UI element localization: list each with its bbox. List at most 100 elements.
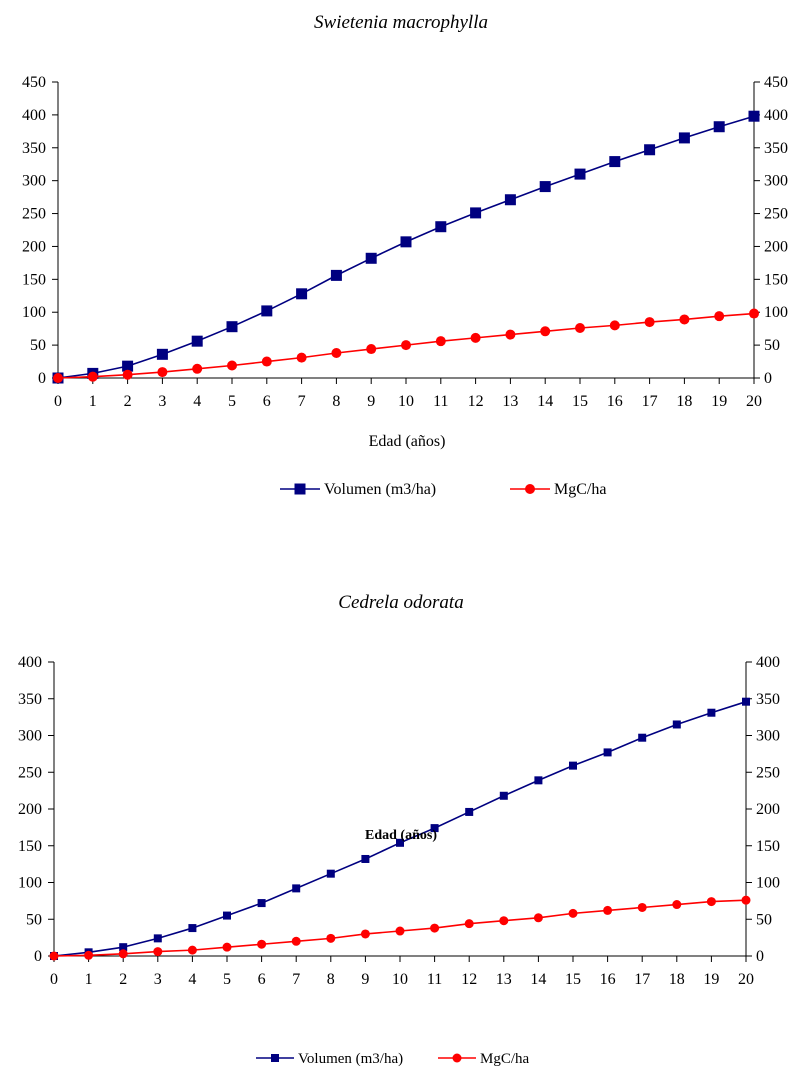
x-tick-label: 16: [607, 393, 623, 410]
data-point-mgc: [157, 367, 168, 378]
x-tick-label: 7: [298, 393, 306, 410]
y-tick-label: 450: [22, 74, 46, 91]
y-tick-label: 0: [38, 370, 46, 387]
data-point-mgc: [575, 323, 585, 334]
x-tick-label: 13: [502, 393, 518, 410]
chart-title: Swietenia macrophylla: [314, 12, 488, 33]
x-tick-label: 3: [158, 393, 166, 410]
data-point-volumen: [156, 348, 168, 360]
data-point-volumen: [707, 708, 716, 717]
data-point-volumen: [119, 943, 128, 952]
chart-plot-area: 0501001502002503003504000501001502002503…: [18, 654, 780, 988]
x-tick-label: 11: [427, 971, 442, 988]
data-point-volumen: [470, 207, 482, 219]
data-point-mgc: [257, 939, 267, 949]
y2-tick-label: 250: [756, 764, 780, 781]
data-point-volumen: [223, 911, 231, 920]
data-point-volumen: [122, 360, 134, 372]
data-point-volumen: [748, 110, 760, 122]
legend-label: MgC/ha: [554, 481, 606, 498]
data-point-mgc: [637, 902, 647, 912]
x-tick-label: 4: [188, 971, 196, 988]
data-point-volumen: [499, 791, 508, 800]
data-point-mgc: [395, 926, 405, 936]
data-point-mgc: [326, 933, 336, 943]
data-point-volumen: [504, 194, 516, 206]
legend-marker-circle: [452, 1053, 462, 1063]
data-point-mgc: [153, 947, 163, 957]
y2-tick-label: 100: [756, 875, 780, 892]
x-tick-label: 19: [711, 393, 727, 410]
x-tick-label: 20: [738, 971, 754, 988]
y-tick-label: 100: [18, 875, 42, 892]
x-tick-label: 0: [50, 971, 58, 988]
data-point-mgc: [360, 929, 370, 939]
y2-tick-label: 300: [756, 728, 780, 745]
data-point-volumen: [672, 720, 681, 729]
y-tick-label: 0: [34, 948, 42, 965]
data-point-volumen: [226, 321, 238, 333]
y2-tick-label: 0: [764, 370, 772, 387]
y2-tick-label: 250: [764, 206, 788, 223]
x-tick-label: 19: [703, 971, 719, 988]
x-tick-label: 6: [263, 393, 271, 410]
legend-marker-square: [294, 483, 306, 495]
y-tick-label: 250: [18, 764, 42, 781]
x-axis-label: Edad (años): [369, 433, 446, 450]
chart-cedrela-svg: Cedrela odorata 050100150200250300350400…: [18, 592, 780, 1067]
data-point-mgc: [741, 895, 751, 905]
y2-tick-label: 350: [756, 691, 780, 708]
x-tick-label: 2: [124, 393, 132, 410]
y2-tick-label: 0: [756, 948, 764, 965]
y2-tick-label: 450: [764, 74, 788, 91]
data-point-mgc: [291, 936, 301, 946]
data-point-mgc: [470, 332, 481, 343]
data-point-volumen: [188, 924, 197, 933]
data-point-mgc: [331, 348, 342, 359]
data-point-volumen: [603, 748, 612, 757]
data-point-mgc: [187, 945, 197, 955]
data-point-mgc: [192, 363, 203, 374]
data-point-volumen: [574, 168, 586, 180]
data-point-volumen: [396, 838, 404, 847]
y-tick-label: 100: [22, 304, 46, 321]
y2-tick-label: 350: [764, 140, 788, 157]
x-tick-label: 1: [85, 971, 93, 988]
data-point-mgc: [122, 369, 133, 380]
data-point-volumen: [257, 899, 266, 908]
data-point-volumen: [361, 854, 370, 863]
y2-tick-label: 150: [764, 271, 788, 288]
data-point-mgc: [603, 905, 613, 915]
x-tick-label: 1: [89, 393, 97, 410]
chart-swietenia: Swietenia macrophylla 0 50 100 150 200 250 300…: [22, 12, 788, 498]
legend-marker-square: [271, 1054, 279, 1062]
data-point-mgc: [679, 314, 690, 325]
data-point-volumen: [539, 181, 551, 193]
x-tick-label: 6: [258, 971, 266, 988]
x-tick-label: 5: [228, 393, 236, 410]
y-tick-label: 250: [22, 206, 46, 223]
legend-marker-circle: [525, 484, 535, 494]
y-tick-label: 50: [30, 337, 46, 354]
data-point-mgc: [87, 371, 98, 382]
data-point-mgc: [540, 326, 551, 337]
x-tick-label: 4: [193, 393, 201, 410]
data-point-volumen: [465, 807, 474, 816]
x-tick-label: 17: [642, 393, 658, 410]
data-point-mgc: [714, 311, 725, 322]
y2-tick-label: 200: [764, 238, 788, 255]
data-point-mgc: [435, 336, 446, 347]
x-tick-label: 18: [676, 393, 692, 410]
data-point-volumen: [713, 121, 725, 133]
legend: Volumen (m3/ha) MgC/ha: [280, 481, 606, 498]
data-point-mgc: [401, 340, 411, 351]
x-tick-label: 20: [746, 393, 762, 410]
x-tick-label: 9: [367, 393, 375, 410]
data-point-mgc: [430, 923, 440, 933]
data-point-volumen: [296, 288, 308, 300]
x-tick-label: 0: [54, 393, 62, 410]
chart-title: Cedrela odorata: [338, 592, 463, 613]
data-point-mgc: [706, 897, 716, 907]
x-tick-label: 10: [398, 393, 414, 410]
y-tick-label: 400: [18, 654, 42, 671]
